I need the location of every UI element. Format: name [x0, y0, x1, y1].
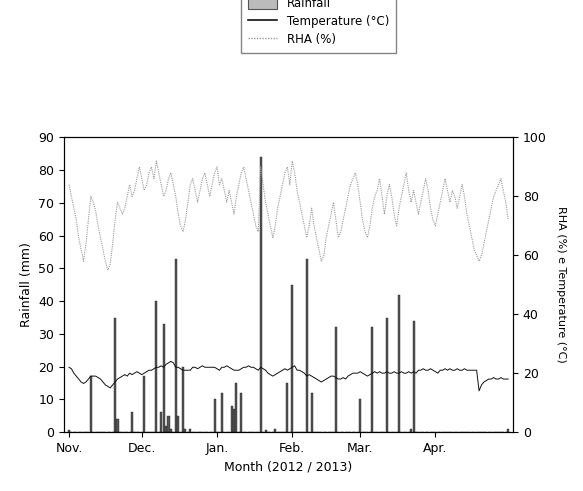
Legend: Rainfall, Temperature (°C), RHA (%): Rainfall, Temperature (°C), RHA (%) — [241, 0, 396, 53]
Bar — [265, 431, 266, 432]
Bar — [68, 431, 70, 432]
Bar — [213, 399, 216, 432]
Bar — [410, 429, 412, 432]
Bar — [155, 301, 157, 432]
Bar — [189, 429, 191, 432]
Bar — [90, 377, 92, 432]
Bar — [335, 327, 337, 432]
Bar — [233, 409, 235, 432]
Bar — [371, 327, 373, 432]
Bar — [184, 429, 187, 432]
Y-axis label: Rainfall (mm): Rainfall (mm) — [20, 243, 33, 327]
Bar — [131, 412, 133, 432]
Bar — [143, 377, 145, 432]
Bar — [170, 429, 172, 432]
Bar — [413, 321, 415, 432]
Bar — [240, 393, 243, 432]
Bar — [286, 383, 289, 432]
Bar — [167, 416, 170, 432]
Bar — [230, 406, 233, 432]
Bar — [311, 393, 312, 432]
Bar — [507, 429, 509, 432]
Bar — [305, 259, 308, 432]
Bar — [274, 429, 276, 432]
Bar — [175, 259, 177, 432]
Bar — [259, 157, 262, 432]
Bar — [160, 412, 162, 432]
Bar — [117, 419, 118, 432]
Bar — [165, 426, 167, 432]
Bar — [182, 367, 184, 432]
Bar — [398, 295, 400, 432]
Y-axis label: RHA (%) e Temperature (°C): RHA (%) e Temperature (°C) — [556, 206, 566, 363]
Bar — [163, 324, 164, 432]
Bar — [386, 318, 388, 432]
Bar — [236, 383, 237, 432]
Bar — [177, 416, 179, 432]
Bar — [291, 285, 293, 432]
X-axis label: Month (2012 / 2013): Month (2012 / 2013) — [224, 461, 353, 473]
Bar — [221, 393, 223, 432]
Bar — [114, 318, 116, 432]
Bar — [359, 399, 361, 432]
